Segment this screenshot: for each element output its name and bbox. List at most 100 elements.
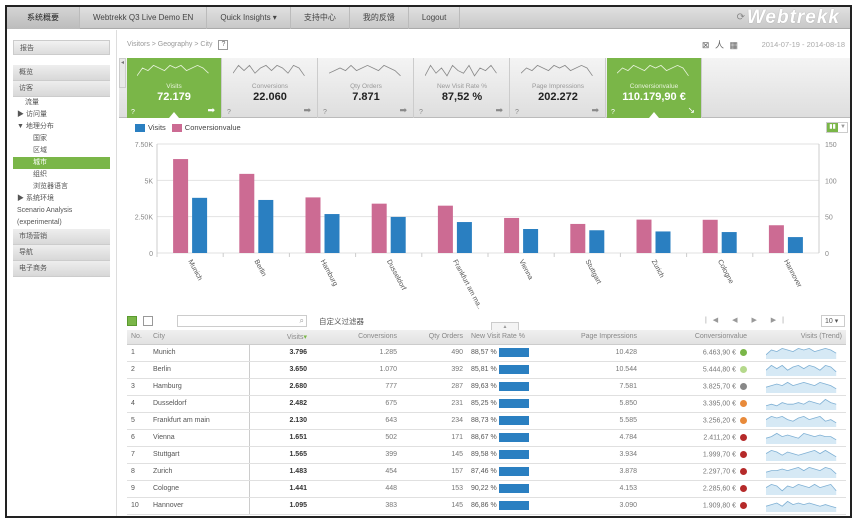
sidebar-item[interactable]: Scenario Analysis [17, 207, 73, 214]
help-icon[interactable]: ? [131, 109, 135, 116]
help-icon[interactable]: ? [323, 109, 327, 116]
city-cell[interactable]: Stuttgart [149, 446, 250, 464]
table-row[interactable]: 8 Zurich 1.483 454 157 87,46 % 3.878 2.297,70 € [127, 463, 846, 481]
bar-conversionvalue-8[interactable] [702, 219, 718, 253]
sidebar-section[interactable]: 访客 [13, 81, 110, 97]
bar-visits-1[interactable] [258, 199, 274, 253]
refresh-icon[interactable]: ⟳ [736, 12, 745, 23]
sidebar-section[interactable]: 电子商务 [13, 261, 110, 277]
sidebar-item[interactable]: ▶ 系统环境 [17, 195, 54, 202]
legend-visits[interactable]: Visits [135, 123, 166, 133]
help-icon[interactable]: ? [611, 109, 615, 116]
table-row[interactable]: 3 Hamburg 2.680 777 287 89,63 % 7.581 3.825,70 … [127, 378, 846, 396]
column-header[interactable]: Visits (Trend) [751, 330, 846, 345]
table-view-icon[interactable] [127, 316, 137, 326]
sidebar-item[interactable]: 区域 [33, 147, 47, 154]
sidebar-item[interactable]: 组织 [33, 171, 47, 178]
topnav-item[interactable]: Webtrekk Q3 Live Demo EN [80, 7, 208, 29]
bar-visits-6[interactable] [589, 230, 605, 253]
topnav-item[interactable]: Quick Insights ▾ [207, 7, 291, 29]
city-cell[interactable]: Cologne [149, 480, 250, 498]
table-row[interactable]: 7 Stuttgart 1.565 399 145 89,58 % 3.934 1.999,7… [127, 446, 846, 464]
bar-visits-9[interactable] [787, 237, 803, 253]
arrow-right-icon[interactable]: ➡ [399, 105, 407, 115]
arrow-right-icon[interactable]: ↘ [687, 105, 695, 115]
kpi-collapse-button[interactable]: ◂ [119, 58, 126, 88]
bar-visits-4[interactable] [456, 222, 472, 253]
column-header[interactable]: Conversions [311, 330, 401, 345]
bar-conversionvalue-1[interactable] [239, 173, 255, 253]
column-header[interactable]: Visits▾ [249, 330, 311, 345]
sidebar-item[interactable]: 浏览器语言 [33, 183, 68, 190]
bar-visits-8[interactable] [721, 232, 737, 253]
bar-conversionvalue-2[interactable] [305, 197, 321, 253]
table-row[interactable]: 5 Frankfurt am main 2.130 643 234 88,73 % 5.58… [127, 412, 846, 430]
report-button[interactable]: 报告 [13, 40, 110, 55]
topnav-item[interactable]: Logout [409, 7, 461, 29]
bar-visits-2[interactable] [324, 214, 340, 253]
custom-filter-link[interactable]: 自定义过滤器 [319, 317, 364, 326]
sidebar-item[interactable]: 城市 [13, 157, 116, 169]
bar-visits-0[interactable] [192, 197, 208, 253]
column-header[interactable]: No. [127, 330, 149, 345]
kpi-tile[interactable]: Qty Orders 7.871? ➡ [319, 58, 414, 118]
arrow-right-icon[interactable]: ➡ [495, 105, 503, 115]
pivot-view-icon[interactable] [143, 316, 153, 326]
city-cell[interactable]: Vienna [149, 429, 250, 447]
column-header[interactable]: Conversionvalue [641, 330, 751, 345]
topnav-item[interactable]: 支持中心 [291, 7, 350, 29]
pager[interactable]: |◀ ◀ ▶ ▶| [704, 317, 790, 324]
export-icon[interactable]: ⊠ [701, 40, 710, 50]
column-header[interactable]: City [149, 330, 249, 345]
sidebar-section[interactable]: 市场营销 [13, 229, 110, 245]
column-collapse-handle[interactable]: ▲ [491, 322, 519, 330]
date-range[interactable]: 2014-07-19 - 2014-08-18 [761, 40, 845, 49]
sidebar-item[interactable]: 国家 [33, 135, 47, 142]
user-icon[interactable]: 人 [714, 40, 724, 50]
kpi-tile[interactable]: New Visit Rate % 87,52 %? ➡ [415, 58, 510, 118]
bar-conversionvalue-6[interactable] [570, 223, 586, 253]
sidebar-item[interactable]: ▼ 地理分布 [17, 123, 54, 130]
chart-type-button[interactable]: ▮▮ ▼ [826, 122, 848, 133]
bar-visits-7[interactable] [655, 231, 671, 253]
bar-conversionvalue-3[interactable] [371, 203, 387, 253]
topnav-item[interactable]: 我的反馈 [350, 7, 409, 29]
sidebar-section[interactable]: 概览 [13, 65, 110, 81]
arrow-right-icon[interactable]: ➡ [303, 105, 311, 115]
kpi-tile[interactable]: Conversions 22.060? ➡ [223, 58, 318, 118]
column-header[interactable]: New Visit Rate % [467, 330, 557, 345]
help-icon[interactable]: ? [515, 109, 519, 116]
bar-visits-3[interactable] [390, 216, 406, 253]
bar-conversionvalue-5[interactable] [504, 217, 520, 253]
city-cell[interactable]: Frankfurt am main [149, 412, 250, 430]
sidebar-item[interactable]: (experimental) [17, 219, 62, 226]
sidebar-item[interactable]: 流量 [25, 99, 39, 106]
arrow-right-icon[interactable]: ➡ [591, 105, 599, 115]
calendar-icon[interactable]: ▦ [729, 40, 738, 50]
table-row[interactable]: 1 Munich 3.796 1.285 490 88,57 % 10.428 6.463,9… [127, 344, 846, 362]
column-header[interactable]: Page Impressions [557, 330, 641, 345]
city-cell[interactable]: Zurich [149, 463, 250, 481]
table-row[interactable]: 6 Vienna 1.651 502 171 88,67 % 4.784 2.411,20 € [127, 429, 846, 447]
legend-conversionvalue[interactable]: Conversionvalue [171, 123, 241, 133]
city-cell[interactable]: Dusseldorf [149, 395, 250, 413]
column-header[interactable]: Qty Orders [401, 330, 467, 345]
bar-conversionvalue-4[interactable] [437, 205, 453, 253]
help-icon[interactable]: ? [419, 109, 423, 116]
table-row[interactable]: 10 Hannover 1.095 383 145 86,86 % 3.090 1.909,8… [127, 497, 846, 515]
help-button[interactable]: ? [218, 40, 229, 50]
table-row[interactable]: 4 Dusseldorf 2.482 675 231 85,25 % 5.850 3.395,… [127, 395, 846, 413]
kpi-tile[interactable]: Conversionvalue 110.179,90 €? ↘ [607, 58, 702, 118]
bar-conversionvalue-7[interactable] [636, 219, 652, 253]
sidebar-section[interactable]: 导航 [13, 245, 110, 261]
bar-conversionvalue-9[interactable] [768, 225, 784, 253]
kpi-tile[interactable]: Visits 72.179? ➡ [127, 58, 222, 118]
search-input[interactable]: ⌕ [177, 315, 307, 327]
city-cell[interactable]: Hamburg [149, 378, 250, 396]
rows-per-page-select[interactable]: 10 ▾ [821, 315, 845, 327]
table-row[interactable]: 9 Cologne 1.441 448 153 90,22 % 4.153 2.285,60 … [127, 480, 846, 498]
bar-visits-5[interactable] [523, 229, 539, 253]
kpi-tile[interactable]: Page Impressions 202.272? ➡ [511, 58, 606, 118]
city-cell[interactable]: Munich [149, 344, 250, 362]
breadcrumb-path[interactable]: Visitors > Geography > [127, 41, 201, 48]
